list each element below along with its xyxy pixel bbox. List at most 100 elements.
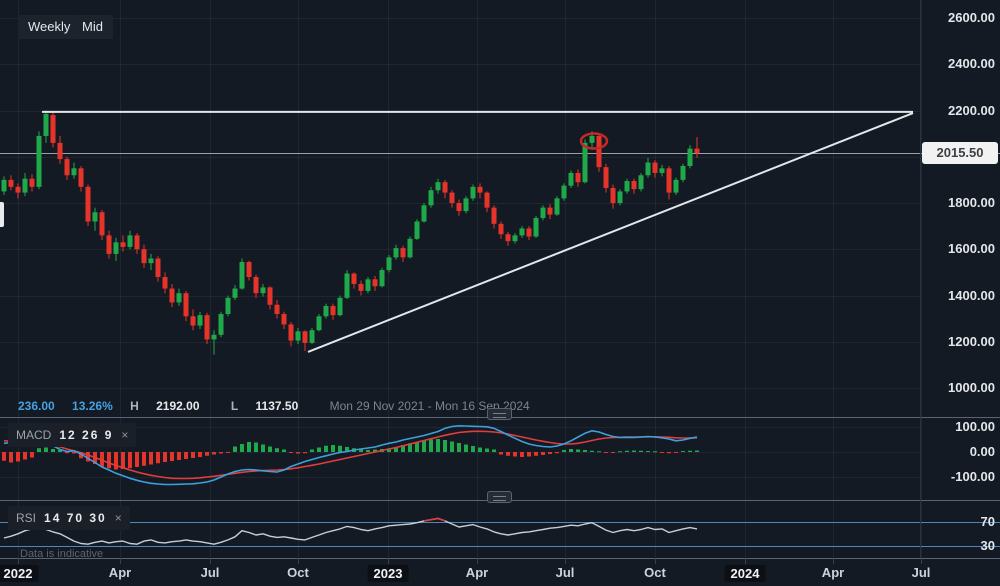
candle-body <box>358 283 364 291</box>
macd-histogram-bar <box>184 452 188 459</box>
candle-body <box>169 288 175 303</box>
macd-signal-line <box>3 430 698 480</box>
macd-histogram-bar <box>681 451 685 452</box>
rsi-axis-label: 70 <box>980 513 995 529</box>
candle-body <box>267 287 273 305</box>
candle-body <box>456 203 462 212</box>
candle-body <box>638 175 644 190</box>
candle-body <box>407 238 413 258</box>
macd-histogram-bar <box>142 452 146 466</box>
candle-body <box>8 179 14 187</box>
candle-body <box>428 190 434 206</box>
candle-body <box>477 186 483 193</box>
candle-body <box>365 279 371 291</box>
candle-body <box>449 192 455 203</box>
price-axis-label: 1600.00 <box>948 241 995 257</box>
candle-body <box>673 179 679 193</box>
change-percent: 13.26% <box>72 399 113 413</box>
candle-body <box>148 258 154 264</box>
macd-histogram-bar <box>9 452 13 463</box>
macd-histogram-bar <box>226 452 230 453</box>
macd-histogram-bar <box>576 449 580 452</box>
time-axis-label: 2022 <box>0 565 39 582</box>
macd-histogram-bar <box>646 451 650 452</box>
candle-body <box>498 223 504 235</box>
candle-body <box>505 234 511 242</box>
highlight-ellipse-annotation <box>579 132 609 150</box>
macd-histogram-bar <box>618 451 622 453</box>
macd-histogram-bar <box>268 446 272 452</box>
macd-histogram-bar <box>464 444 468 452</box>
candle-body <box>414 221 420 239</box>
macd-histogram-bar <box>191 452 195 458</box>
macd-histogram-bar <box>156 452 160 464</box>
macd-histogram-bar <box>492 449 496 452</box>
candle-body <box>470 186 476 199</box>
candle-body <box>680 166 686 180</box>
candle-body <box>120 242 126 247</box>
rsi-legend[interactable]: RSI 14 70 30 × <box>8 506 130 530</box>
macd-histogram-bar <box>415 442 419 452</box>
macd-histogram-bar <box>198 452 202 457</box>
macd-histogram-bar <box>569 449 573 452</box>
macd-histogram-bar <box>583 450 587 452</box>
macd-axis-label: -100.00 <box>950 469 995 484</box>
candle-body <box>372 279 378 287</box>
candle-body <box>316 316 322 331</box>
rsi-close-icon[interactable]: × <box>114 511 122 525</box>
macd-histogram-bar <box>429 439 433 452</box>
chart-type-button[interactable]: Mid <box>72 15 113 39</box>
rsi-panel-resize-handle[interactable] <box>487 491 512 503</box>
macd-histogram-bar <box>72 452 76 454</box>
timeframe-button[interactable]: Weekly <box>18 15 81 39</box>
candle-body <box>645 162 651 176</box>
time-axis-label: 2023 <box>367 565 409 582</box>
macd-panel-resize-handle[interactable] <box>487 408 512 420</box>
macd-histogram-bar <box>170 452 174 461</box>
macd-histogram-bar <box>534 452 538 456</box>
macd-histogram-bar <box>674 452 678 453</box>
candle-body <box>547 207 553 215</box>
macd-params: 12 26 9 <box>59 428 114 442</box>
macd-histogram-bar <box>639 450 643 452</box>
candle-body <box>78 168 84 187</box>
macd-histogram-bar <box>366 450 370 452</box>
macd-histogram-bar <box>149 452 153 465</box>
candle-body <box>540 207 546 219</box>
candle-body <box>659 168 665 173</box>
candle-body <box>246 261 252 277</box>
macd-histogram-bar <box>121 452 125 469</box>
macd-histogram-bar <box>604 452 608 453</box>
macd-histogram-bar <box>387 448 391 452</box>
rsi-overbought-segment <box>430 517 439 521</box>
macd-histogram-bar <box>359 449 363 452</box>
low-value: L 1137.50 <box>230 399 299 413</box>
macd-histogram-bar <box>296 452 300 454</box>
data-indicative-note: Data is indicative <box>20 548 104 560</box>
candle-body <box>337 297 343 316</box>
macd-histogram-bar <box>114 452 118 470</box>
candle-body <box>57 142 63 160</box>
macd-axis-label: 100.00 <box>955 419 995 434</box>
candle-body <box>652 162 658 173</box>
candle-body <box>330 305 336 316</box>
macd-histogram-bar <box>632 450 636 452</box>
candle-body <box>463 198 469 212</box>
macd-histogram-bar <box>128 452 132 469</box>
macd-legend[interactable]: MACD 12 26 9 × <box>8 423 137 447</box>
candle-body <box>29 178 35 187</box>
macd-histogram-bar <box>79 452 83 459</box>
macd-line <box>3 424 698 486</box>
change-value: 236.00 <box>18 399 55 413</box>
macd-histogram-bar <box>338 445 342 452</box>
macd-close-icon[interactable]: × <box>121 428 129 442</box>
macd-histogram-bar <box>506 452 510 456</box>
price-axis-label: 1800.00 <box>948 195 995 210</box>
candle-body <box>568 172 574 186</box>
macd-histogram-bar <box>205 452 209 456</box>
macd-histogram-bar <box>331 445 335 452</box>
price-axis-label: 1000.00 <box>948 380 995 395</box>
candle-body <box>225 297 231 314</box>
